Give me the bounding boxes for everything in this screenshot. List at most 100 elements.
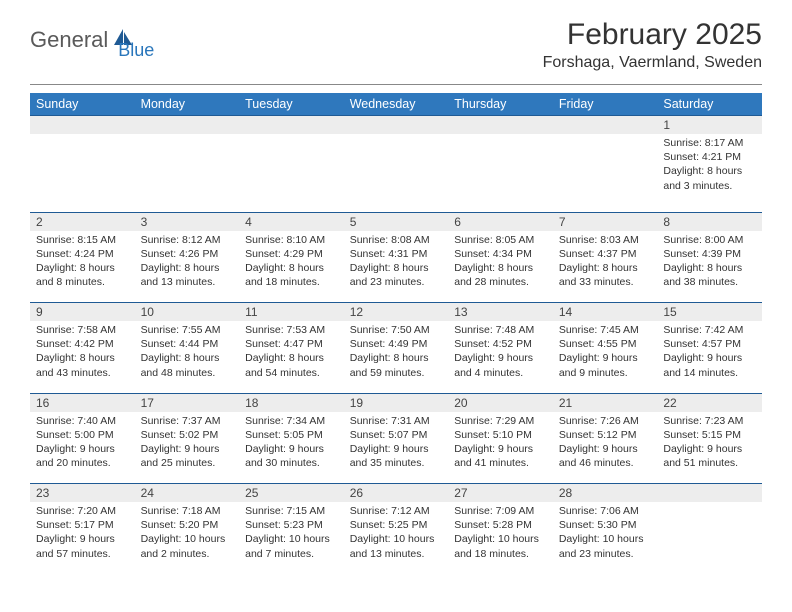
daylight-text: Daylight: 8 hours and 13 minutes. xyxy=(141,261,234,289)
daynum-cell xyxy=(657,484,762,503)
day-number: 8 xyxy=(657,213,762,231)
daylight-text: Daylight: 8 hours and 3 minutes. xyxy=(663,164,756,192)
sunset-text: Sunset: 5:30 PM xyxy=(559,518,652,532)
sunset-text: Sunset: 5:23 PM xyxy=(245,518,338,532)
daynum-cell: 11 xyxy=(239,303,344,322)
sunset-text: Sunset: 5:12 PM xyxy=(559,428,652,442)
daylight-text: Daylight: 9 hours and 30 minutes. xyxy=(245,442,338,470)
day-cell: Sunrise: 7:45 AMSunset: 4:55 PMDaylight:… xyxy=(553,321,658,393)
day-details: Sunrise: 7:31 AMSunset: 5:07 PMDaylight:… xyxy=(344,412,449,475)
day-cell: Sunrise: 8:03 AMSunset: 4:37 PMDaylight:… xyxy=(553,231,658,303)
day-cell: Sunrise: 7:26 AMSunset: 5:12 PMDaylight:… xyxy=(553,412,658,484)
day-details: Sunrise: 7:34 AMSunset: 5:05 PMDaylight:… xyxy=(239,412,344,475)
sunrise-text: Sunrise: 7:45 AM xyxy=(559,323,652,337)
daylight-text: Daylight: 9 hours and 41 minutes. xyxy=(454,442,547,470)
daynum-cell xyxy=(448,115,553,134)
day-cell xyxy=(657,502,762,574)
day-cell xyxy=(448,134,553,212)
daylight-text: Daylight: 9 hours and 25 minutes. xyxy=(141,442,234,470)
day-number xyxy=(30,115,135,134)
day-cell: Sunrise: 7:48 AMSunset: 4:52 PMDaylight:… xyxy=(448,321,553,393)
day-number: 24 xyxy=(135,484,240,502)
day-details: Sunrise: 7:53 AMSunset: 4:47 PMDaylight:… xyxy=(239,321,344,384)
weekday-header: Sunday xyxy=(30,93,135,115)
sunrise-text: Sunrise: 8:03 AM xyxy=(559,233,652,247)
sunrise-text: Sunrise: 7:09 AM xyxy=(454,504,547,518)
sunrise-text: Sunrise: 7:15 AM xyxy=(245,504,338,518)
day-number: 7 xyxy=(553,213,658,231)
day-details: Sunrise: 7:40 AMSunset: 5:00 PMDaylight:… xyxy=(30,412,135,475)
sunset-text: Sunset: 5:20 PM xyxy=(141,518,234,532)
day-details: Sunrise: 7:37 AMSunset: 5:02 PMDaylight:… xyxy=(135,412,240,475)
daylight-text: Daylight: 9 hours and 57 minutes. xyxy=(36,532,129,560)
sunrise-text: Sunrise: 8:10 AM xyxy=(245,233,338,247)
daynum-row: 232425262728 xyxy=(30,484,762,503)
day-details: Sunrise: 8:05 AMSunset: 4:34 PMDaylight:… xyxy=(448,231,553,294)
daynum-cell: 4 xyxy=(239,212,344,231)
daylight-text: Daylight: 9 hours and 46 minutes. xyxy=(559,442,652,470)
daynum-cell: 27 xyxy=(448,484,553,503)
daynum-row: 2345678 xyxy=(30,212,762,231)
day-details: Sunrise: 8:15 AMSunset: 4:24 PMDaylight:… xyxy=(30,231,135,294)
daynum-cell: 24 xyxy=(135,484,240,503)
week-row: Sunrise: 7:40 AMSunset: 5:00 PMDaylight:… xyxy=(30,412,762,484)
sunrise-text: Sunrise: 7:37 AM xyxy=(141,414,234,428)
day-number: 3 xyxy=(135,213,240,231)
daynum-cell: 25 xyxy=(239,484,344,503)
day-cell: Sunrise: 7:34 AMSunset: 5:05 PMDaylight:… xyxy=(239,412,344,484)
daynum-row: 9101112131415 xyxy=(30,303,762,322)
sunrise-text: Sunrise: 8:15 AM xyxy=(36,233,129,247)
day-cell xyxy=(135,134,240,212)
daylight-text: Daylight: 10 hours and 2 minutes. xyxy=(141,532,234,560)
sunrise-text: Sunrise: 7:53 AM xyxy=(245,323,338,337)
day-details: Sunrise: 7:26 AMSunset: 5:12 PMDaylight:… xyxy=(553,412,658,475)
brand-part1: General xyxy=(30,27,108,53)
sunset-text: Sunset: 5:17 PM xyxy=(36,518,129,532)
day-cell: Sunrise: 8:05 AMSunset: 4:34 PMDaylight:… xyxy=(448,231,553,303)
sunset-text: Sunset: 4:29 PM xyxy=(245,247,338,261)
daynum-cell: 1 xyxy=(657,115,762,134)
day-number: 15 xyxy=(657,303,762,321)
sunrise-text: Sunrise: 8:05 AM xyxy=(454,233,547,247)
day-details: Sunrise: 7:06 AMSunset: 5:30 PMDaylight:… xyxy=(553,502,658,565)
day-cell: Sunrise: 7:12 AMSunset: 5:25 PMDaylight:… xyxy=(344,502,449,574)
day-details: Sunrise: 7:18 AMSunset: 5:20 PMDaylight:… xyxy=(135,502,240,565)
daynum-cell: 3 xyxy=(135,212,240,231)
daynum-row: 1 xyxy=(30,115,762,134)
day-cell xyxy=(553,134,658,212)
sunset-text: Sunset: 4:55 PM xyxy=(559,337,652,351)
daynum-cell: 7 xyxy=(553,212,658,231)
day-number xyxy=(344,115,449,134)
sunrise-text: Sunrise: 8:00 AM xyxy=(663,233,756,247)
day-cell: Sunrise: 7:53 AMSunset: 4:47 PMDaylight:… xyxy=(239,321,344,393)
sunrise-text: Sunrise: 7:12 AM xyxy=(350,504,443,518)
sunrise-text: Sunrise: 7:34 AM xyxy=(245,414,338,428)
daynum-cell: 28 xyxy=(553,484,658,503)
sunset-text: Sunset: 5:02 PM xyxy=(141,428,234,442)
daynum-cell: 15 xyxy=(657,303,762,322)
day-details: Sunrise: 7:42 AMSunset: 4:57 PMDaylight:… xyxy=(657,321,762,384)
sunrise-text: Sunrise: 7:29 AM xyxy=(454,414,547,428)
sunset-text: Sunset: 4:39 PM xyxy=(663,247,756,261)
day-cell xyxy=(30,134,135,212)
daylight-text: Daylight: 10 hours and 23 minutes. xyxy=(559,532,652,560)
sunrise-text: Sunrise: 7:42 AM xyxy=(663,323,756,337)
day-number xyxy=(135,115,240,134)
daynum-cell: 19 xyxy=(344,393,449,412)
daylight-text: Daylight: 8 hours and 8 minutes. xyxy=(36,261,129,289)
weekday-header: Monday xyxy=(135,93,240,115)
day-cell: Sunrise: 7:29 AMSunset: 5:10 PMDaylight:… xyxy=(448,412,553,484)
day-details: Sunrise: 7:55 AMSunset: 4:44 PMDaylight:… xyxy=(135,321,240,384)
day-number: 23 xyxy=(30,484,135,502)
sunset-text: Sunset: 4:24 PM xyxy=(36,247,129,261)
daynum-cell xyxy=(30,115,135,134)
weekday-header: Saturday xyxy=(657,93,762,115)
sunset-text: Sunset: 4:37 PM xyxy=(559,247,652,261)
sunset-text: Sunset: 4:34 PM xyxy=(454,247,547,261)
daynum-cell: 22 xyxy=(657,393,762,412)
day-cell: Sunrise: 8:00 AMSunset: 4:39 PMDaylight:… xyxy=(657,231,762,303)
sunset-text: Sunset: 4:26 PM xyxy=(141,247,234,261)
sunset-text: Sunset: 4:49 PM xyxy=(350,337,443,351)
day-details: Sunrise: 8:03 AMSunset: 4:37 PMDaylight:… xyxy=(553,231,658,294)
day-cell: Sunrise: 8:12 AMSunset: 4:26 PMDaylight:… xyxy=(135,231,240,303)
